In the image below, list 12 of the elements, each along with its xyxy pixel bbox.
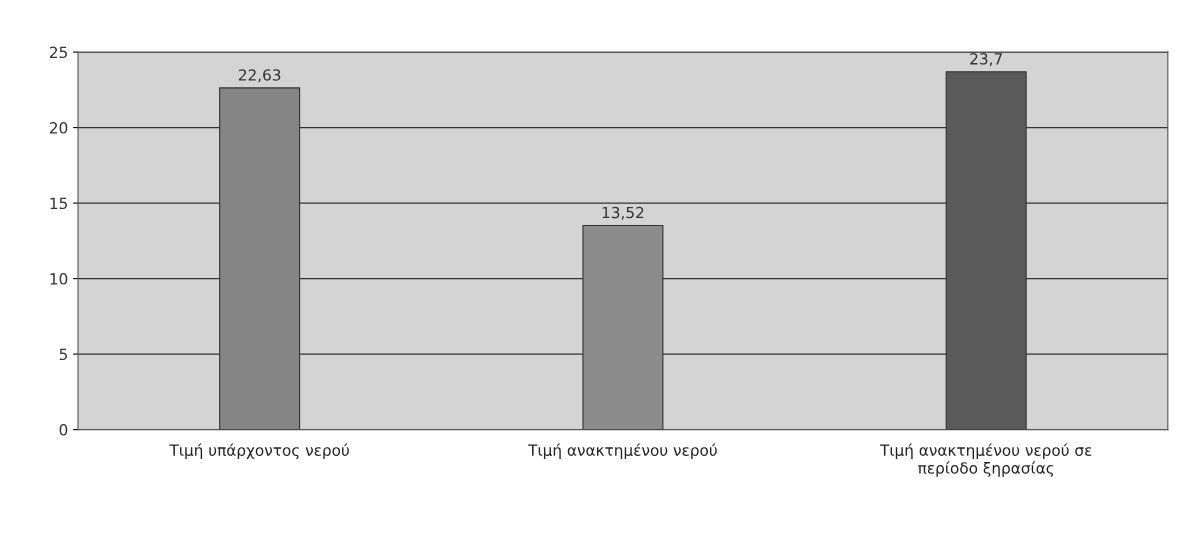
x-tick-label: Τιμή ανακτημένου νερού [528, 443, 717, 459]
y-tick-label: 20 [49, 122, 68, 134]
y-tick-label: 10 [50, 273, 68, 285]
data-label: 23,7 [970, 53, 1002, 67]
x-tick-label: Τιμή ανακτημένου νερού σε περίοδο ξηρασίας [879, 443, 1092, 477]
data-label: 22,63 [238, 69, 281, 83]
y-tick-label: 25 [49, 46, 67, 59]
y-tick-label: 0 [59, 424, 68, 436]
y-tick-label: 5 [59, 348, 67, 361]
x-tick-label: Τιμή υπάρχοντος νερού [169, 443, 349, 459]
y-tick-label: 15 [50, 197, 67, 210]
data-label: 13,52 [602, 206, 644, 220]
